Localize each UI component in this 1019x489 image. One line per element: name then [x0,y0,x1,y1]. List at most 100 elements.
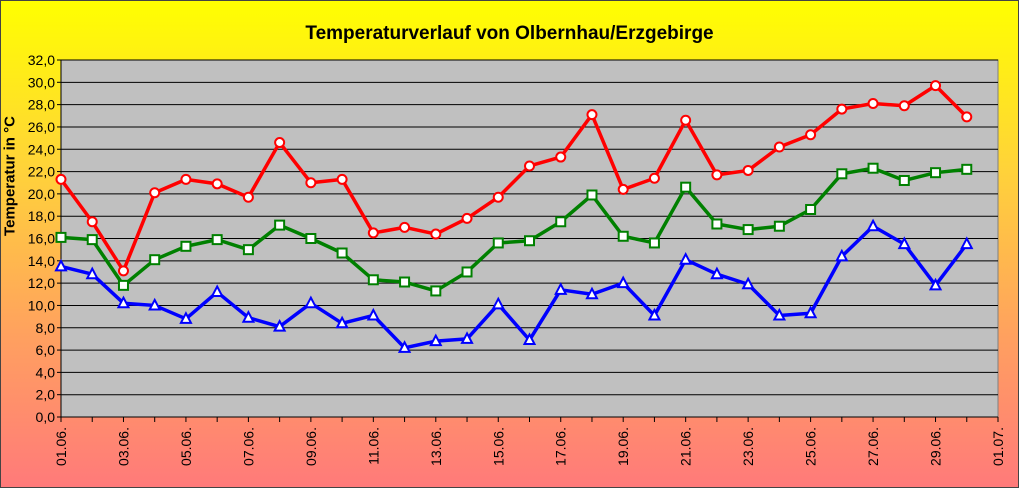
x-tick-label: 29.06. [928,427,944,466]
y-tick-label: 12,0 [28,275,55,291]
data-point [898,174,910,186]
data-point [149,187,161,199]
data-point [586,189,598,201]
y-tick-label: 22,0 [28,164,55,180]
axes [57,59,999,422]
data-point [710,266,724,280]
data-point [211,234,223,246]
data-point [524,160,535,172]
y-tick-label: 0,0 [36,409,56,425]
data-point [461,266,473,278]
data-point [304,295,318,309]
data-point [430,228,442,240]
data-point [647,307,662,321]
data-point [367,227,379,239]
y-tick-label: 32,0 [28,52,55,68]
data-point [86,234,98,246]
y-tick-label: 2,0 [36,387,56,403]
x-tick-label: 13.06. [428,427,444,466]
data-point [211,178,223,190]
data-point [55,231,67,243]
y-tick-label: 14,0 [28,253,55,269]
x-tick-label: 23.06. [740,427,756,466]
y-tick-label: 20,0 [28,186,55,202]
data-point [366,307,380,321]
data-point [617,230,629,242]
data-point [961,163,973,175]
x-tick-label: 03.06. [115,427,131,466]
data-point [336,247,348,259]
data-point [742,224,754,236]
data-point [336,173,348,185]
y-tick-label: 30,0 [28,74,55,90]
data-point [679,252,693,265]
data-point [835,248,849,262]
data-point [241,310,256,323]
data-point [399,221,411,233]
data-point [116,295,131,309]
y-tick-label: 16,0 [28,231,55,247]
data-point [242,191,254,203]
data-point [648,237,660,249]
data-point [960,236,974,250]
data-point [805,203,817,215]
data-point [335,315,349,329]
data-point [272,318,287,332]
series-lines [54,80,974,353]
data-point [492,237,504,249]
x-tick-label: 17.06. [553,427,569,466]
data-point [242,244,254,256]
data-point [866,218,880,232]
x-tick-label: 01.06. [53,427,69,466]
data-point [397,340,412,353]
data-point [616,275,630,289]
y-tick-labels: 0,0 2,0 4,0 6,0 8,0 10,0 12,0 14,0 16,0 18,0 20,0 2… [28,52,55,425]
data-point [305,177,317,189]
data-point [742,164,754,176]
data-point [711,169,723,181]
data-point [928,277,943,291]
data-point [117,265,129,277]
data-point [180,173,192,185]
x-tick-label: 07.06. [240,427,256,466]
data-point [524,235,535,247]
data-point [711,218,723,230]
x-tick-label: 27.06. [865,427,881,466]
data-point [491,296,505,310]
data-point [399,276,411,288]
data-point [585,286,599,300]
data-point [803,305,818,319]
data-point [773,220,785,232]
data-point [305,233,317,244]
y-tick-label: 8,0 [36,320,56,336]
data-point [867,162,879,174]
series-triangle [54,218,974,353]
data-point [149,254,161,266]
y-tick-label: 10,0 [28,297,55,313]
data-point [460,331,474,344]
data-point [492,191,504,203]
data-point [772,307,787,321]
x-tick-label: 15.06. [490,427,506,466]
data-point [898,100,910,112]
data-point [117,279,129,291]
y-tick-label: 26,0 [28,119,55,135]
data-point [148,297,162,311]
data-point [867,98,879,110]
data-point [367,274,379,286]
data-point [741,276,755,290]
data-point [930,167,942,179]
data-point [617,183,629,195]
data-point [773,141,785,153]
data-point [930,80,942,92]
x-tick-label: 11.06. [365,427,381,465]
data-point [680,181,692,193]
data-point [461,212,473,224]
data-point [680,114,692,126]
x-tick-label: 19.06. [615,427,631,466]
data-point [836,168,848,180]
series-circle [55,80,973,277]
data-point [429,333,443,347]
